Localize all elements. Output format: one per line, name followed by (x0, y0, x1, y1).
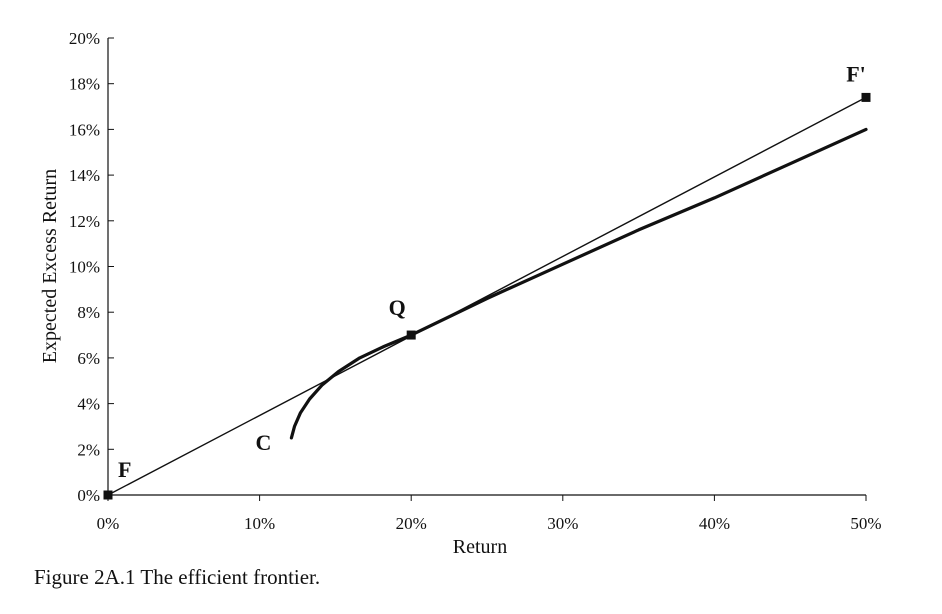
curve-label: C (256, 430, 272, 455)
x-tick-label: 50% (850, 514, 881, 533)
y-tick-label: 14% (69, 166, 100, 185)
point-marker (406, 330, 416, 340)
y-tick-label: 12% (69, 212, 100, 231)
y-tick-label: 2% (77, 440, 100, 459)
point-marker (861, 92, 871, 102)
chart-markers (103, 92, 871, 500)
x-tick-label: 30% (547, 514, 578, 533)
y-axis-title: Expected Excess Return (39, 169, 61, 363)
y-tick-label: 0% (77, 486, 100, 505)
y-tick-label: 4% (77, 395, 100, 414)
x-axis-title: Return (453, 536, 507, 558)
point-label: F (118, 457, 131, 482)
point-label: F' (846, 61, 866, 86)
x-tick-label: 0% (97, 514, 120, 533)
y-tick-label: 6% (77, 349, 100, 368)
capital-market-line (107, 96, 867, 496)
efficient-frontier-curve (289, 127, 868, 440)
point-label: Q (389, 295, 406, 320)
y-tick-label: 20% (69, 29, 100, 48)
figure-caption: Figure 2A.1 The efficient frontier. (34, 565, 321, 589)
chart-series (107, 96, 868, 496)
chart-axes (107, 38, 866, 496)
point-marker (103, 490, 113, 500)
x-tick-label: 10% (244, 514, 275, 533)
y-tick-label: 10% (69, 258, 100, 277)
chart-labels: F Q F' C (118, 61, 866, 482)
y-tick-label: 16% (69, 120, 100, 139)
x-tick-label: 20% (396, 514, 427, 533)
chart-ticks: 0% 2% 4% 6% 8% 10% 12% 14% 16% 18% 20% 0% 10% 20% 30% 4… (69, 29, 882, 533)
x-tick-label: 40% (699, 514, 730, 533)
y-tick-label: 8% (77, 303, 100, 322)
y-tick-label: 18% (69, 75, 100, 94)
